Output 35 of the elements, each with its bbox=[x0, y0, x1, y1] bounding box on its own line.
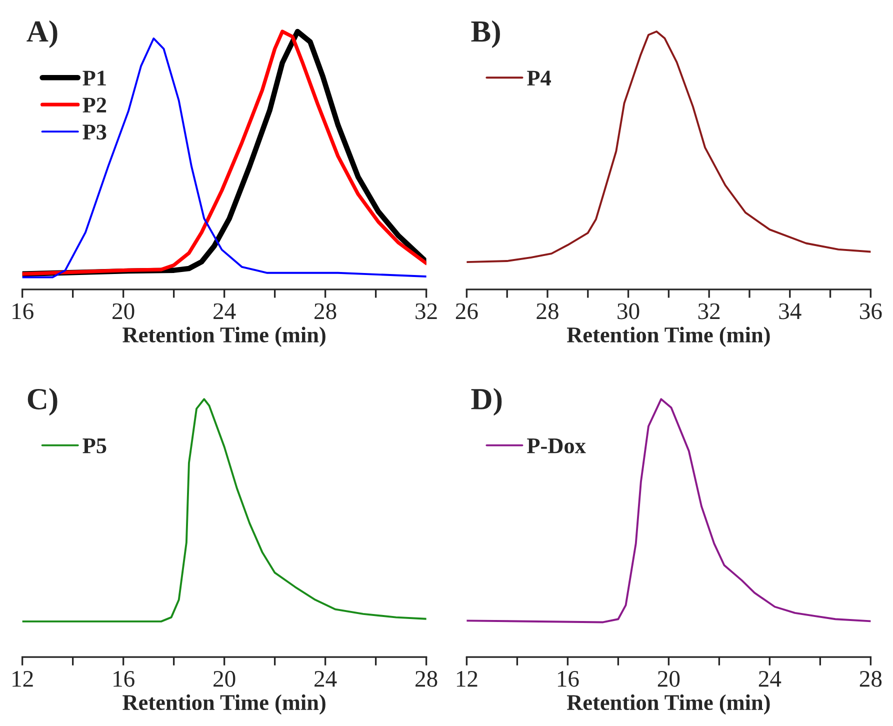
x-tick-label: 16 bbox=[114, 670, 134, 687]
x-axis-title: Retention Time (min) bbox=[567, 694, 770, 715]
x-axis-title: Retention Time (min) bbox=[122, 326, 326, 347]
x-tick-label: 24 bbox=[314, 670, 337, 687]
x-tick-label: 20 bbox=[112, 303, 134, 320]
x-tick-label: 34 bbox=[779, 303, 802, 320]
x-axis-title: Retention Time (min) bbox=[122, 694, 326, 715]
x-tick-label: 12 bbox=[12, 670, 33, 687]
chart-title: C) bbox=[28, 388, 58, 416]
x-tick-label: 16 bbox=[558, 670, 579, 687]
chart-title: B) bbox=[471, 20, 500, 48]
x-tick-label: 28 bbox=[536, 303, 558, 320]
legend-label: P4 bbox=[527, 70, 551, 86]
x-tick-label: 30 bbox=[618, 303, 640, 320]
x-tick-label: 32 bbox=[416, 303, 437, 320]
x-tick-label: 32 bbox=[698, 303, 720, 320]
legend-label: P-Dox bbox=[527, 438, 586, 454]
x-tick-label: 16 bbox=[12, 303, 34, 320]
chart-title: D) bbox=[471, 388, 502, 416]
x-tick-label: 28 bbox=[314, 303, 336, 320]
x-tick-label: 28 bbox=[416, 670, 438, 687]
chart-title: A) bbox=[26, 20, 58, 48]
x-tick-label: 24 bbox=[214, 303, 236, 319]
x-tick-label: 20 bbox=[214, 670, 236, 687]
x-axis-title: Retention Time (min) bbox=[567, 326, 770, 347]
legend-label: P2 bbox=[82, 98, 106, 112]
x-tick-label: 36 bbox=[860, 303, 882, 320]
x-tick-label: 24 bbox=[758, 670, 782, 687]
legend-label: P5 bbox=[82, 438, 106, 454]
x-tick-label: 20 bbox=[658, 670, 680, 687]
legend-label: P3 bbox=[82, 124, 106, 140]
x-tick-label: 28 bbox=[860, 670, 882, 687]
x-tick-label: 12 bbox=[456, 670, 478, 687]
legend-label: P1 bbox=[82, 70, 106, 86]
x-tick-label: 26 bbox=[456, 303, 478, 320]
